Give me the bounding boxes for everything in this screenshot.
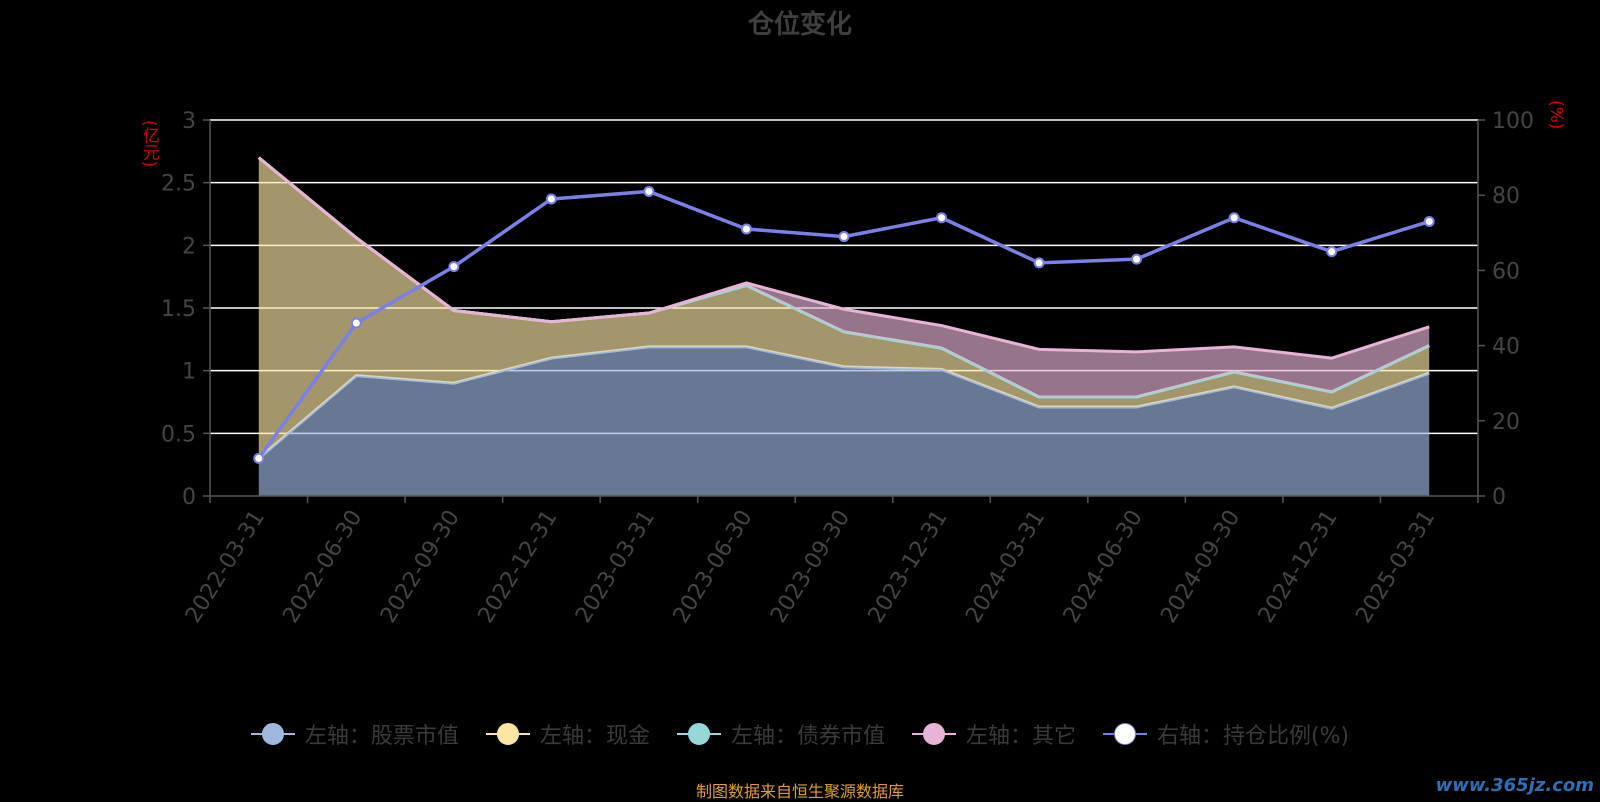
point-ratio-10 — [1228, 212, 1240, 224]
legend-label-cash: 左轴：现金 — [539, 724, 650, 749]
legend-swatch-bond — [676, 722, 721, 746]
chart-legend: 左轴：股票市值 左轴：现金 左轴：债券市值 左轴：其它 右轴：持仓比例(%) — [0, 718, 1600, 752]
legend-item-ratio[interactable]: 右轴：持仓比例(%) — [1102, 718, 1350, 750]
x-tick-label-6: 2023-09-30 — [766, 506, 855, 628]
y-left-tick-label-0: 0 — [182, 485, 196, 510]
point-ratio-0 — [253, 452, 265, 464]
y-axis-right-label: (%) — [1546, 100, 1566, 130]
y-right-tick-label-0: 0 — [1492, 485, 1506, 510]
legend-label-stock: 左轴：股票市值 — [304, 724, 459, 749]
x-tick-label-8: 2024-03-31 — [961, 506, 1050, 628]
line-other — [257, 156, 1430, 360]
x-tick-label-5: 2023-06-30 — [669, 506, 758, 628]
point-ratio-4 — [643, 185, 655, 197]
chart-title: 仓位变化 — [747, 10, 852, 40]
y-left-tick-label-4: 2 — [182, 234, 196, 259]
x-tick-label-12: 2025-03-31 — [1351, 506, 1440, 628]
point-ratio-2 — [448, 261, 460, 273]
point-ratio-5 — [740, 223, 752, 235]
x-tick-label-10: 2024-09-30 — [1156, 506, 1245, 628]
y-left-tick-label-5: 2.5 — [161, 172, 196, 197]
y-right-tick-label-4: 80 — [1492, 184, 1520, 209]
point-ratio-9 — [1131, 253, 1143, 265]
x-tick-label-4: 2023-03-31 — [571, 506, 660, 628]
legend-label-other: 左轴：其它 — [965, 724, 1076, 749]
area-other — [258, 157, 1430, 397]
y-right-tick-label-3: 60 — [1492, 259, 1520, 284]
legend-item-stock[interactable]: 左轴：股票市值 — [250, 718, 459, 750]
legend-swatch-other — [911, 722, 956, 746]
x-tick-label-7: 2023-12-31 — [864, 506, 953, 628]
y-right-tick-label-1: 20 — [1492, 410, 1520, 435]
x-tick-label-3: 2022-12-31 — [474, 506, 563, 628]
legend-item-cash[interactable]: 左轴：现金 — [485, 718, 650, 750]
point-ratio-7 — [936, 212, 948, 224]
point-ratio-11 — [1326, 246, 1338, 258]
legend-item-bond[interactable]: 左轴：债券市值 — [676, 718, 885, 750]
legend-label-ratio: 右轴：持仓比例(%) — [1156, 724, 1350, 749]
legend-swatch-cash — [485, 722, 530, 746]
legend-item-other[interactable]: 左轴：其它 — [911, 718, 1076, 750]
legend-swatch-ratio — [1102, 722, 1147, 746]
y-right-tick-label-2: 40 — [1492, 335, 1520, 360]
y-left-tick-label-1: 0.5 — [161, 422, 196, 447]
data-source-note: 制图数据来自恒生聚源数据库 — [695, 782, 904, 801]
point-ratio-6 — [838, 231, 850, 243]
x-tick-label-1: 2022-06-30 — [278, 506, 367, 628]
y-left-tick-label-6: 3 — [182, 109, 196, 134]
point-ratio-8 — [1033, 257, 1045, 269]
x-tick-label-11: 2024-12-31 — [1254, 506, 1343, 628]
legend-swatch-stock — [250, 722, 295, 746]
y-left-tick-label-3: 1.5 — [161, 297, 196, 322]
site-watermark: www.365jz.com — [1435, 775, 1594, 796]
legend-label-bond: 左轴：债券市值 — [730, 724, 885, 749]
y-left-tick-label-2: 1 — [182, 360, 196, 385]
area-stock — [258, 346, 1430, 496]
x-tick-label-0: 2022-03-31 — [181, 506, 270, 628]
x-tick-label-2: 2022-09-30 — [376, 506, 465, 628]
y-axis-left-label: (亿元) — [139, 120, 159, 168]
point-ratio-12 — [1423, 216, 1435, 228]
point-ratio-1 — [350, 317, 362, 329]
y-right-tick-label-5: 100 — [1492, 109, 1534, 134]
point-ratio-3 — [545, 193, 557, 205]
x-tick-label-9: 2024-06-30 — [1059, 506, 1148, 628]
